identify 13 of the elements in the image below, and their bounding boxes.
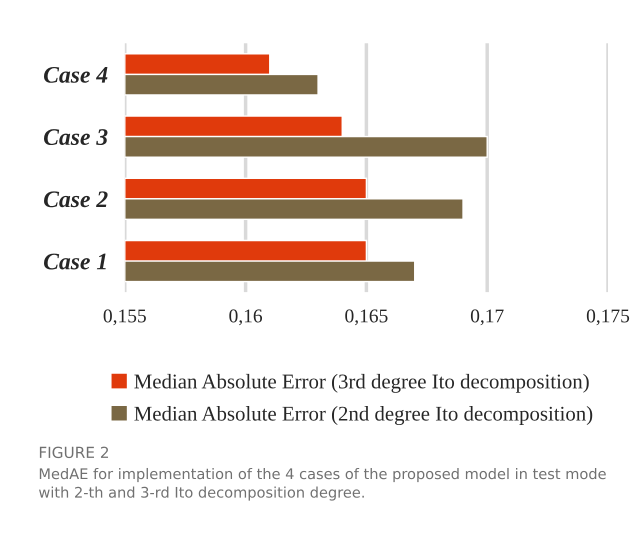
x-tick-label: 0,155 <box>104 309 146 326</box>
legend-label: Median Absolute Error (2nd degree Ito decomposition) <box>134 406 592 426</box>
text: MedAE for implementation of the 4 cases of the proposed model in test mode with 2-th and 3-rd Ito decomposition degree. <box>39 468 606 501</box>
legend-label: Median Absolute Error (3rd degree Ito decomposition) <box>134 374 589 393</box>
x-tick-label: 0,165 <box>345 309 388 326</box>
y-tick-label: Case 2 <box>44 191 108 208</box>
y-tick-label: Case 3 <box>44 129 108 146</box>
x-tick-label: 0,16 <box>229 309 262 326</box>
y-tick-label: Case 1 <box>44 254 106 270</box>
x-tick-label: 0,175 <box>586 309 630 326</box>
x-tick-label: 0,17 <box>470 309 504 326</box>
caption: FIGURE 2 <box>40 446 108 458</box>
y-tick-label: Case 4 <box>44 66 108 83</box>
